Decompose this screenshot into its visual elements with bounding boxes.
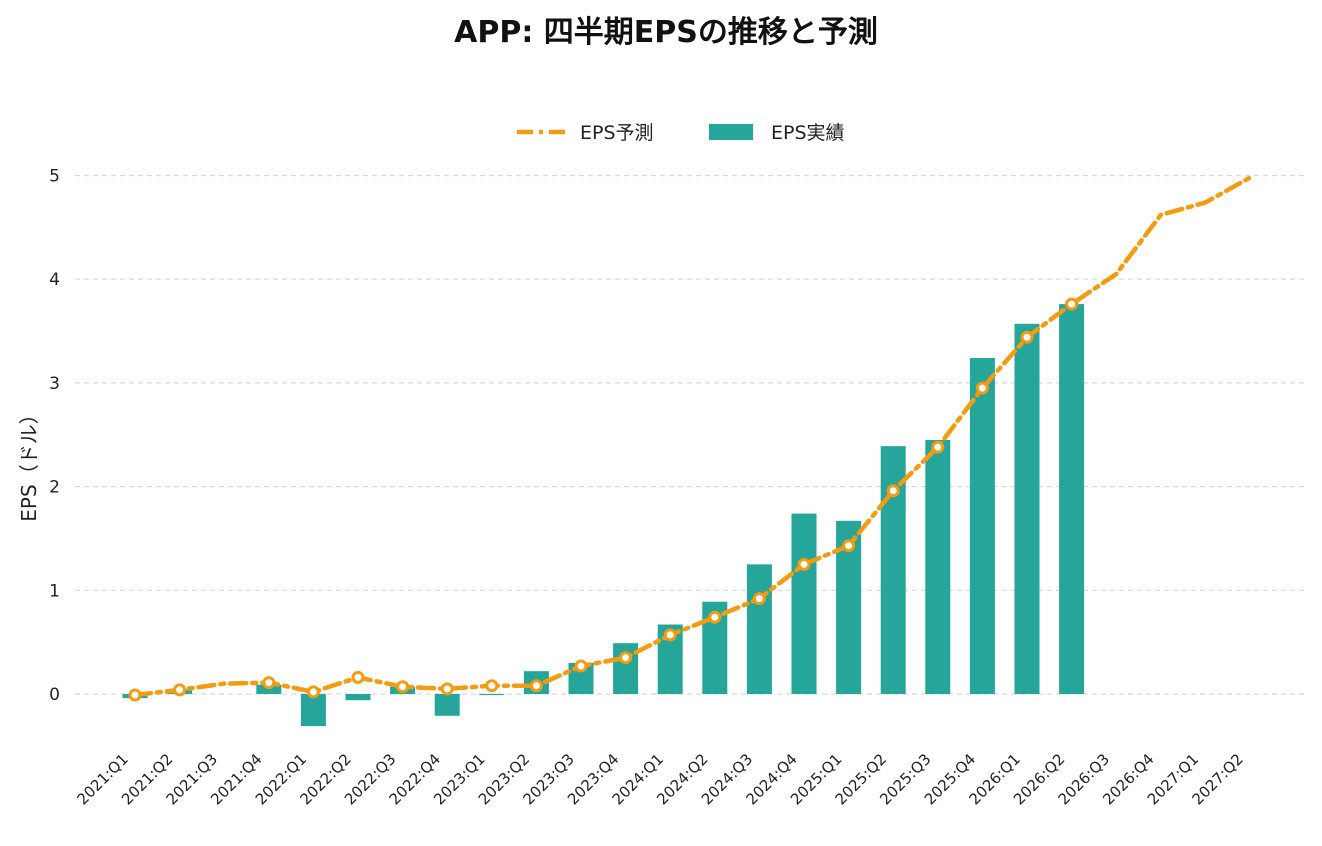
y-tick-label: 5	[49, 167, 60, 187]
forecast-point	[128, 688, 142, 702]
forecast-point	[529, 679, 543, 693]
legend-label-actual: EPS実績	[771, 122, 845, 144]
forecast-point	[306, 685, 320, 699]
bar	[1014, 323, 1040, 694]
forecast-point	[931, 440, 945, 454]
bar	[746, 564, 772, 694]
y-axis-label: EPS（ドル）	[17, 404, 41, 521]
forecast-point	[173, 683, 187, 697]
bar	[345, 694, 371, 701]
bar	[479, 694, 505, 696]
bar-series	[122, 304, 1085, 727]
y-axis-ticks: 0 1 2 3 4 5	[49, 167, 60, 706]
bar	[791, 513, 817, 694]
line-series	[128, 175, 1253, 702]
forecast-point	[485, 679, 499, 693]
forecast-point	[708, 610, 722, 624]
forecast-point	[797, 557, 811, 571]
legend: EPS予測 EPS実績	[517, 122, 845, 144]
grid-lines	[75, 174, 1308, 695]
forecast-point	[351, 670, 365, 684]
chart-title: APP: 四半期EPSの推移と予測	[454, 15, 878, 50]
forecast-point	[663, 628, 677, 642]
y-tick-label: 2	[49, 478, 60, 498]
forecast-point	[619, 651, 633, 665]
forecast-point	[574, 659, 588, 673]
bar	[256, 684, 282, 694]
forecast-point	[396, 680, 410, 694]
bar	[434, 694, 460, 716]
bar	[925, 439, 951, 694]
forecast-point	[752, 592, 766, 606]
legend-bar-swatch	[709, 124, 753, 140]
x-axis-ticks: 2021:Q12021:Q22021:Q32021:Q42022:Q12022:…	[73, 750, 1246, 808]
forecast-point	[975, 381, 989, 395]
legend-label-forecast: EPS予測	[580, 122, 654, 144]
forecast-point	[1020, 330, 1034, 344]
forecast-point	[842, 539, 856, 553]
y-tick-label: 0	[49, 685, 60, 705]
bar	[1059, 304, 1085, 694]
forecast-point	[886, 484, 900, 498]
forecast-point	[262, 676, 276, 690]
forecast-point	[440, 682, 454, 696]
y-tick-label: 3	[49, 374, 60, 394]
y-tick-label: 1	[49, 581, 60, 601]
forecast-line	[132, 175, 1253, 698]
bar	[969, 358, 995, 694]
bar	[300, 694, 326, 727]
y-tick-label: 4	[49, 270, 60, 290]
forecast-point	[1065, 297, 1079, 311]
